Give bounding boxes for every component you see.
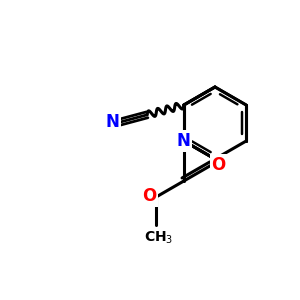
Text: N: N [105,113,119,131]
Text: N: N [177,132,191,150]
Text: O: O [212,156,226,174]
Text: O: O [142,187,156,205]
Text: CH$_3$: CH$_3$ [145,230,174,246]
